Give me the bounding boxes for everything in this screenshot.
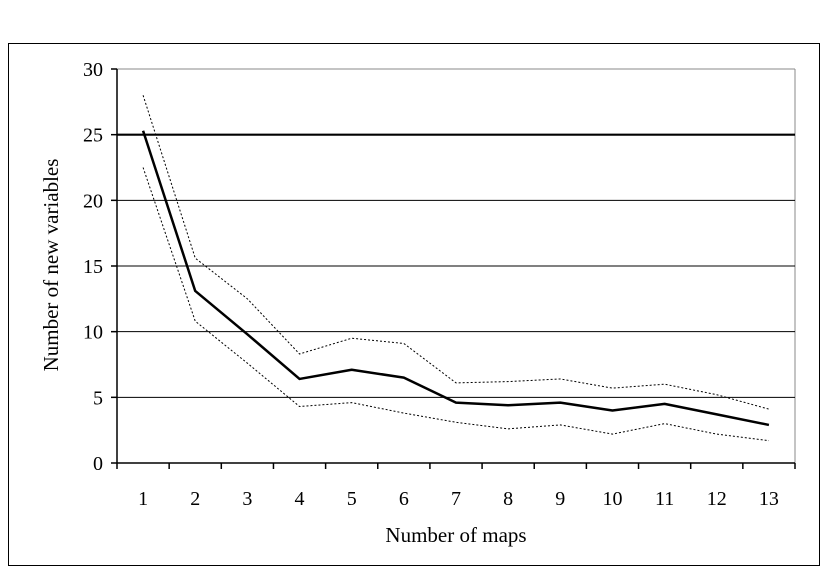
series-line-0 <box>141 130 770 427</box>
x-axis-title: Number of maps <box>385 523 526 547</box>
x-tick-label-2: 2 <box>190 488 200 510</box>
x-tick-label-4: 4 <box>295 488 305 510</box>
x-tick-label-8: 8 <box>503 488 513 510</box>
x-tick-label-9: 9 <box>555 488 565 510</box>
x-tick-label-6: 6 <box>399 488 409 510</box>
y-tick-label-30: 30 <box>83 59 103 81</box>
y-axis-title: Number of new variables <box>39 159 63 372</box>
x-tick-label-3: 3 <box>242 488 252 510</box>
x-tick-label-5: 5 <box>347 488 357 510</box>
y-tick-label-20: 20 <box>83 190 103 212</box>
grid-lines <box>117 68 796 463</box>
y-tick-label-15: 15 <box>83 256 103 278</box>
y-tick-label-25: 25 <box>83 125 103 147</box>
y-tick-label-0: 0 <box>93 453 103 475</box>
series-line-1 <box>142 95 770 410</box>
y-tick-label-10: 10 <box>83 322 103 344</box>
x-tick-label-13: 13 <box>759 488 779 510</box>
axes <box>111 68 796 469</box>
x-tick-label-7: 7 <box>451 488 461 510</box>
y-tick-label-5: 5 <box>93 387 103 409</box>
chart-frame <box>8 43 820 566</box>
x-tick-label-12: 12 <box>707 488 727 510</box>
series-line-2 <box>142 167 769 442</box>
x-tick-label-11: 11 <box>655 488 674 510</box>
x-tick-label-1: 1 <box>138 488 148 510</box>
x-tick-label-10: 10 <box>602 488 622 510</box>
series-group <box>141 95 770 442</box>
